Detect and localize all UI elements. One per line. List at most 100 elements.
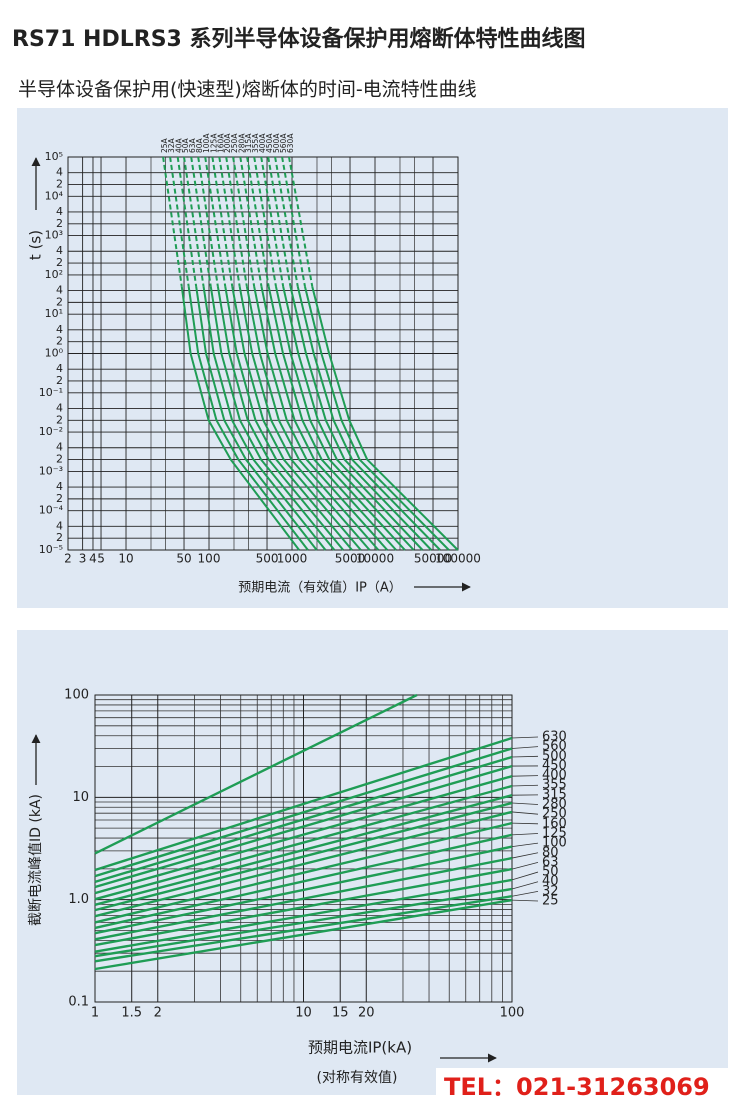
curve-label: 100 xyxy=(542,836,567,851)
phone: TEL：021-31263069 xyxy=(444,1073,710,1101)
label-leader xyxy=(511,755,539,758)
x-axis-title: 预期电流（有效值）IP（A） xyxy=(238,580,402,596)
x-tick-label: 4 xyxy=(89,552,97,566)
curve-label: 280A xyxy=(237,133,246,153)
curve-label: 400A xyxy=(258,133,267,153)
curve-label: 450A xyxy=(265,133,274,153)
curve-label: 50 xyxy=(542,865,559,880)
y-tick-label: 0.1 xyxy=(68,995,89,1010)
label-leader xyxy=(511,862,539,870)
label-leader xyxy=(511,833,539,836)
curve xyxy=(253,156,277,287)
x-tick-label: 500 xyxy=(256,552,279,566)
curve-label: 63 xyxy=(542,855,559,870)
y-tick-label: 10⁻⁴ xyxy=(39,504,64,517)
curve-label: 500A xyxy=(272,133,281,153)
x-axis-note: (对称有效值) xyxy=(317,1070,398,1086)
curve-label: 630A xyxy=(286,133,295,153)
x-tick-label: 100 xyxy=(500,1006,525,1021)
curve xyxy=(282,286,424,551)
curve xyxy=(281,156,306,287)
y-tick-label: 10 xyxy=(72,790,89,805)
curve xyxy=(94,895,513,963)
curve xyxy=(195,286,318,551)
curve-label: 560 xyxy=(542,739,567,754)
curve xyxy=(190,156,212,287)
curve-label: 400 xyxy=(542,768,567,783)
y-tick-label: 10⁻³ xyxy=(39,464,63,477)
x-tick-label: 50 xyxy=(176,552,191,566)
x-tick-label: 1 xyxy=(91,1006,99,1021)
x-tick-label: 100 xyxy=(198,552,221,566)
x-tick-label: 5000 xyxy=(335,552,366,566)
curve xyxy=(288,156,314,287)
curve xyxy=(218,156,241,287)
y-tick-label: 2 xyxy=(56,256,63,269)
label-leader xyxy=(511,822,539,825)
curve xyxy=(180,286,300,551)
y-tick-label: 10⁻² xyxy=(39,425,63,438)
curve xyxy=(94,821,513,924)
curve xyxy=(94,887,513,958)
curve-label: 355 xyxy=(542,778,567,793)
curve xyxy=(94,856,513,941)
y-tick-label: 2 xyxy=(56,295,63,308)
curve xyxy=(169,156,190,287)
curve-label: 80A xyxy=(195,137,204,153)
curve-label: 560A xyxy=(279,133,288,153)
label-leader xyxy=(511,890,539,897)
curve-label: 355A xyxy=(251,133,260,153)
curve xyxy=(94,801,513,912)
curve-label: 250A xyxy=(230,133,239,153)
y-tick-label: 1.0 xyxy=(68,892,89,907)
label-leader xyxy=(511,881,539,890)
x-axis-title: 预期电流IP(kA) xyxy=(308,1039,412,1057)
x-tick-label: 15 xyxy=(332,1006,349,1021)
curve xyxy=(231,286,362,551)
curve-label: 40 xyxy=(542,874,559,889)
curve-label: 160A xyxy=(216,133,225,153)
y-axis-title: t (s) xyxy=(27,230,45,260)
y-tick-label: 2 xyxy=(56,177,63,190)
curve-label: 500 xyxy=(542,749,567,764)
y-tick-label: 4 xyxy=(56,205,63,218)
y-tick-label: 4 xyxy=(56,323,63,336)
curve xyxy=(176,156,198,287)
curve-label: 315 xyxy=(542,787,567,802)
x-tick-label: 50000 xyxy=(414,552,452,566)
curve xyxy=(253,286,389,551)
curve xyxy=(204,156,227,287)
x-tick-label: 10 xyxy=(118,552,133,566)
y-tick-label: 2 xyxy=(56,413,63,426)
curve xyxy=(94,784,513,901)
y-tick-label: 10⁰ xyxy=(45,347,64,360)
curve xyxy=(239,156,263,287)
curve xyxy=(245,286,380,551)
y-tick-label: 10⁵ xyxy=(45,150,63,163)
y-tick-label: 4 xyxy=(56,362,63,375)
x-tick-label: 2 xyxy=(154,1006,162,1021)
curve xyxy=(232,156,256,287)
curve xyxy=(267,156,292,287)
x-tick-label: 10 xyxy=(295,1006,312,1021)
curve xyxy=(197,156,219,287)
y-tick-label: 4 xyxy=(56,441,63,454)
curve xyxy=(94,736,513,872)
page-subtitle: 半导体设备保护用(快速型)熔断体的时间-电流特性曲线 xyxy=(18,79,477,101)
y-tick-label: 10² xyxy=(45,268,63,281)
x-tick-label: 5 xyxy=(97,552,105,566)
y-tick-label: 2 xyxy=(56,335,63,348)
y-tick-label: 10⁴ xyxy=(45,189,64,202)
label-leader xyxy=(511,736,539,739)
curve xyxy=(289,286,433,551)
y-tick-label: 2 xyxy=(56,531,63,544)
label-leader xyxy=(511,899,539,902)
x-tick-label: 10000 xyxy=(356,552,394,566)
curve xyxy=(94,898,513,971)
curve xyxy=(274,156,299,287)
y-tick-label: 2 xyxy=(56,492,63,505)
label-leader xyxy=(511,842,539,848)
curve xyxy=(202,286,327,551)
curve-label: 40A xyxy=(175,137,184,153)
